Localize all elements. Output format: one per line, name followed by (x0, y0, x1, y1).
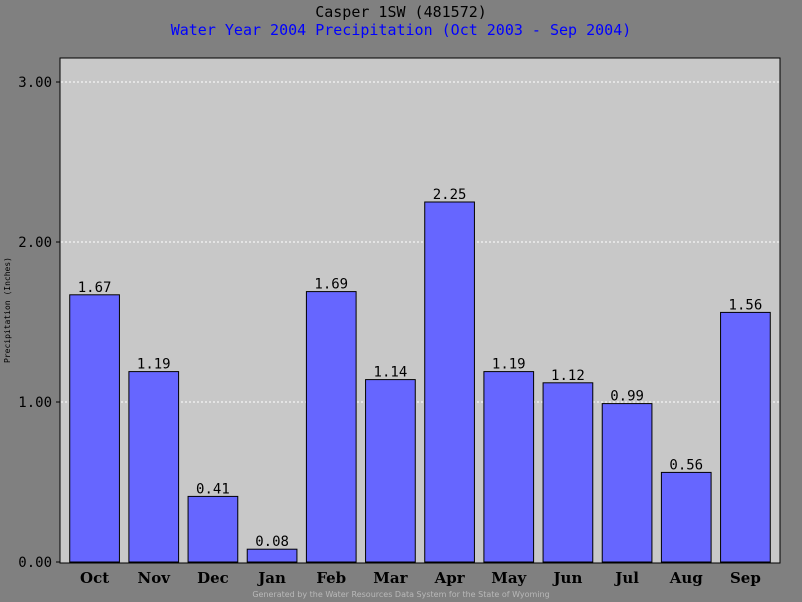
data-label: 1.19 (137, 357, 171, 373)
y-tick-label: 2.00 (18, 235, 52, 251)
y-axis-label: Precipitation (Inches) (3, 257, 12, 363)
bar (305, 291, 357, 563)
y-axis-ticks: 0.00 1.00 2.00 3.00 (18, 75, 60, 571)
title-block: Casper 1SW (481572) Water Year 2004 Prec… (0, 3, 802, 40)
data-label: 0.41 (196, 481, 230, 497)
bar (424, 201, 475, 563)
chart-title: Casper 1SW (481572) (315, 3, 487, 21)
plot-area (59, 57, 781, 564)
bar (601, 403, 653, 563)
x-category-label: Jun (551, 569, 582, 587)
x-axis-categories: Oct Nov Dec Jan Feb Mar Apr May Jun Jul Aug Sep (80, 569, 761, 587)
data-label: 1.56 (729, 297, 763, 313)
bar (365, 379, 416, 563)
bar (69, 294, 120, 563)
data-labels: 1.67 1.19 0.41 0.08 1.69 1.14 2.25 1.19 1.12 0.99… (78, 187, 763, 550)
data-label: 1.69 (314, 277, 348, 293)
x-category-label: Jan (256, 569, 286, 587)
y-tick-label: 1.00 (18, 395, 52, 411)
x-category-label: Sep (730, 569, 761, 587)
x-category-label: May (491, 569, 527, 587)
x-category-label: Feb (316, 569, 346, 587)
x-category-label: Apr (434, 569, 466, 587)
x-category-label: Mar (373, 569, 408, 587)
bar (483, 371, 535, 563)
x-category-label: Nov (138, 569, 172, 587)
chart-subtitle: Water Year 2004 Precipitation (Oct 2003 … (170, 21, 632, 39)
bar (542, 382, 594, 563)
bar (187, 495, 239, 563)
bar (660, 471, 712, 563)
bar (720, 311, 771, 563)
footer-credit: Generated by the Water Resources Data Sy… (252, 590, 550, 599)
data-label: 1.14 (374, 365, 408, 381)
data-label: 0.56 (669, 457, 703, 473)
data-label: 2.25 (433, 187, 467, 203)
x-category-label: Jul (613, 569, 639, 587)
data-label: 0.08 (255, 534, 289, 550)
data-label: 1.67 (78, 280, 112, 296)
bar (128, 371, 180, 563)
data-label: 1.19 (492, 357, 526, 373)
x-category-label: Oct (80, 569, 109, 587)
x-category-label: Aug (669, 569, 704, 587)
x-category-label: Dec (197, 569, 229, 587)
data-label: 0.99 (610, 389, 644, 405)
data-label: 1.12 (551, 368, 585, 384)
bar (246, 548, 298, 563)
bars (69, 201, 771, 563)
y-tick-label: 0.00 (18, 555, 52, 571)
y-tick-label: 3.00 (18, 75, 52, 91)
